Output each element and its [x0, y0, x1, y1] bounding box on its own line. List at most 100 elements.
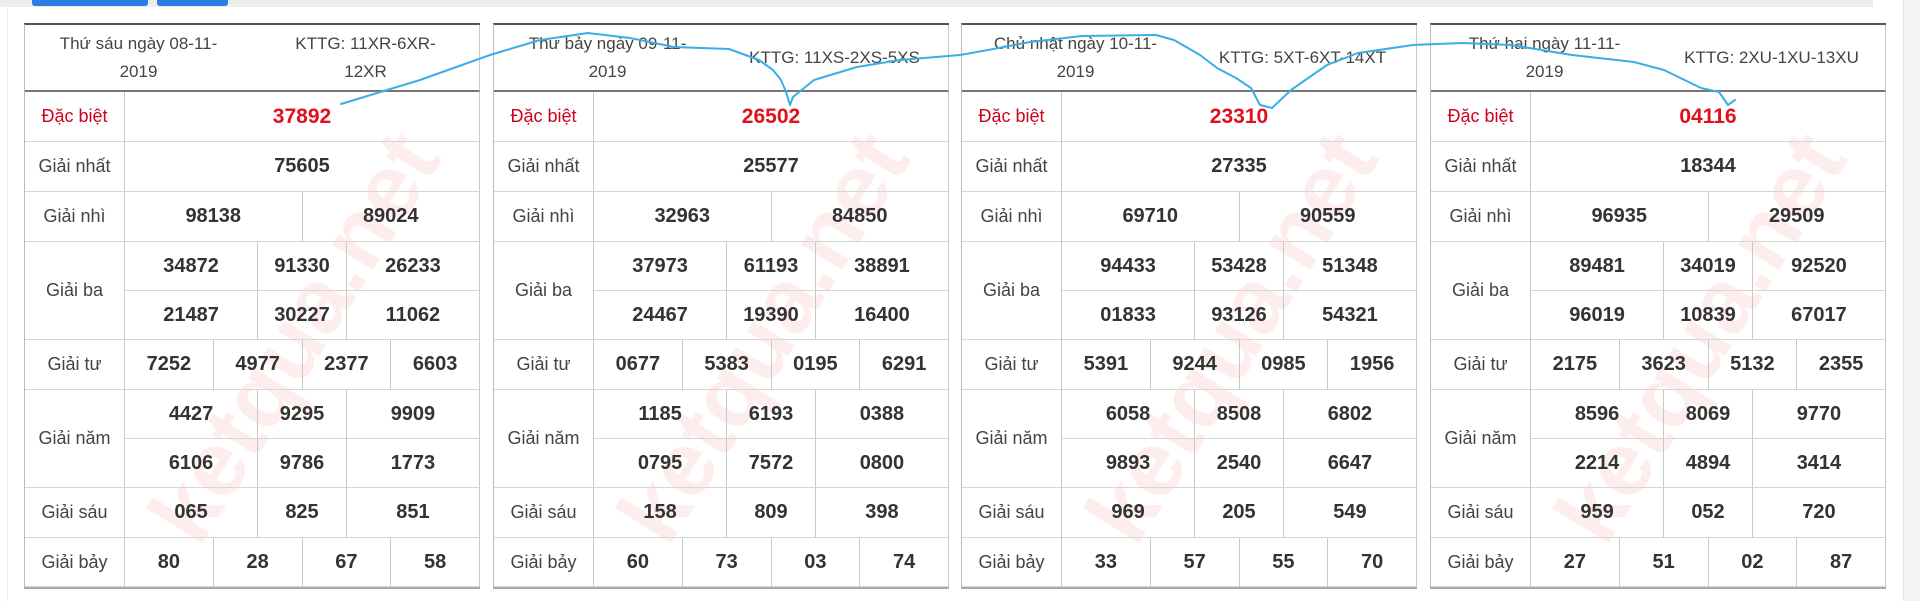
prize-number: 2175 — [1531, 340, 1620, 390]
prize-number: 8596 — [1531, 390, 1665, 439]
prize-number: 28 — [213, 538, 303, 587]
prize-number: 37973 — [594, 242, 728, 291]
prize-number: 19390 — [727, 291, 816, 340]
prize-label-g3: Giải ba — [1431, 242, 1531, 340]
special-prize-number: 26502 — [594, 92, 949, 142]
prize-number: 89481 — [1531, 242, 1665, 291]
prize-number: 0388 — [815, 390, 949, 439]
prize-number: 54321 — [1283, 291, 1417, 340]
prize-number: 92520 — [1752, 242, 1886, 291]
prize-label-db: Đặc biệt — [494, 92, 594, 142]
prize-number: 94433 — [1062, 242, 1196, 291]
prize-label-g2: Giải nhì — [25, 192, 125, 242]
prize-number: 61193 — [727, 242, 816, 291]
prize-number: 205 — [1195, 488, 1284, 538]
prize-number: 74 — [860, 538, 949, 587]
kttg-code: KTTG: 11XR-6XR-12XR — [295, 33, 436, 81]
kttg-code: KTTG: 2XU-1XU-13XU — [1684, 47, 1859, 67]
prize-number: 9244 — [1150, 340, 1240, 390]
prize-number: 6647 — [1283, 439, 1417, 488]
prize-number: 53428 — [1195, 242, 1284, 291]
prize-label-g1: Giải nhất — [962, 142, 1062, 192]
prize-number: 75605 — [125, 142, 480, 192]
prize-number: 32963 — [594, 192, 772, 242]
scrollbar[interactable] — [1903, 0, 1920, 601]
prize-label-g2: Giải nhì — [962, 192, 1062, 242]
prize-number: 34019 — [1664, 242, 1753, 291]
prize-number: 27 — [1531, 538, 1620, 587]
prize-number: 2214 — [1531, 439, 1665, 488]
prize-number: 29509 — [1708, 192, 1886, 242]
prize-number: 0985 — [1239, 340, 1329, 390]
prize-label-g3: Giải ba — [25, 242, 125, 340]
prize-label-db: Đặc biệt — [1431, 92, 1531, 142]
prize-number: 33 — [1062, 538, 1151, 587]
prize-number: 9893 — [1062, 439, 1196, 488]
prize-number: 959 — [1531, 488, 1665, 538]
draw-date: Thứ sáu ngày 08-11-2019 — [59, 33, 218, 81]
prize-label-g5: Giải năm — [494, 390, 594, 488]
prize-label-g2: Giải nhì — [1431, 192, 1531, 242]
toolbar-button[interactable] — [32, 0, 148, 6]
prize-number: 96935 — [1531, 192, 1709, 242]
prize-number: 9770 — [1752, 390, 1886, 439]
prize-label-db: Đặc biệt — [962, 92, 1062, 142]
prize-number: 825 — [258, 488, 347, 538]
prize-number: 10839 — [1664, 291, 1753, 340]
prize-number: 24467 — [594, 291, 728, 340]
prize-number: 26233 — [346, 242, 480, 291]
prize-number: 1185 — [594, 390, 728, 439]
prize-number: 720 — [1752, 488, 1886, 538]
prize-label-g3: Giải ba — [962, 242, 1062, 340]
divider — [7, 0, 8, 601]
toolbar-button[interactable] — [157, 0, 228, 6]
prize-number: 96019 — [1531, 291, 1665, 340]
prize-number: 93126 — [1195, 291, 1284, 340]
prize-number: 1773 — [346, 439, 480, 488]
prize-number: 98138 — [125, 192, 303, 242]
prize-number: 0800 — [815, 439, 949, 488]
prize-label-g1: Giải nhất — [494, 142, 594, 192]
prize-label-g7: Giải bảy — [494, 538, 594, 587]
table-header: Thứ sáu ngày 08-11-2019 KTTG: 11XR-6XR-12… — [25, 25, 480, 92]
result-table: ketqua.net Thứ hai ngày 11-11-2019 KTTG: 2… — [1430, 23, 1886, 589]
prize-label-g1: Giải nhất — [25, 142, 125, 192]
prize-number: 4894 — [1664, 439, 1753, 488]
prize-label-g6: Giải sáu — [494, 488, 594, 538]
prize-number: 5383 — [682, 340, 772, 390]
prize-number: 69710 — [1062, 192, 1240, 242]
prize-number: 73 — [682, 538, 772, 587]
prize-number: 58 — [391, 538, 480, 587]
prize-number: 851 — [346, 488, 480, 538]
prize-number: 2540 — [1195, 439, 1284, 488]
prize-number: 065 — [125, 488, 259, 538]
prize-label-g7: Giải bảy — [962, 538, 1062, 587]
prize-number: 21487 — [125, 291, 259, 340]
prize-number: 11062 — [346, 291, 480, 340]
prize-number: 55 — [1239, 538, 1329, 587]
prize-number: 02 — [1708, 538, 1798, 587]
prize-number: 549 — [1283, 488, 1417, 538]
prize-label-g4: Giải tư — [962, 340, 1062, 390]
prize-number: 0795 — [594, 439, 728, 488]
prize-number: 89024 — [302, 192, 480, 242]
prize-number: 90559 — [1239, 192, 1417, 242]
prize-number: 91330 — [258, 242, 347, 291]
prize-number: 67017 — [1752, 291, 1886, 340]
prize-number: 3623 — [1619, 340, 1709, 390]
prize-number: 84850 — [771, 192, 949, 242]
table-header: Thứ bảy ngày 09-11-2019 KTTG: 11XS-2XS-5X… — [494, 25, 949, 92]
prize-label-g1: Giải nhất — [1431, 142, 1531, 192]
prize-number: 052 — [1664, 488, 1753, 538]
prize-number: 34872 — [125, 242, 259, 291]
prize-number: 51348 — [1283, 242, 1417, 291]
prize-label-g5: Giải năm — [962, 390, 1062, 488]
top-toolbar — [0, 0, 1873, 7]
prize-number: 4977 — [213, 340, 303, 390]
prize-number: 27335 — [1062, 142, 1417, 192]
prize-number: 67 — [302, 538, 392, 587]
prize-label-g2: Giải nhì — [494, 192, 594, 242]
prize-number: 18344 — [1531, 142, 1886, 192]
prize-label-g7: Giải bảy — [25, 538, 125, 587]
prize-number: 7572 — [727, 439, 816, 488]
